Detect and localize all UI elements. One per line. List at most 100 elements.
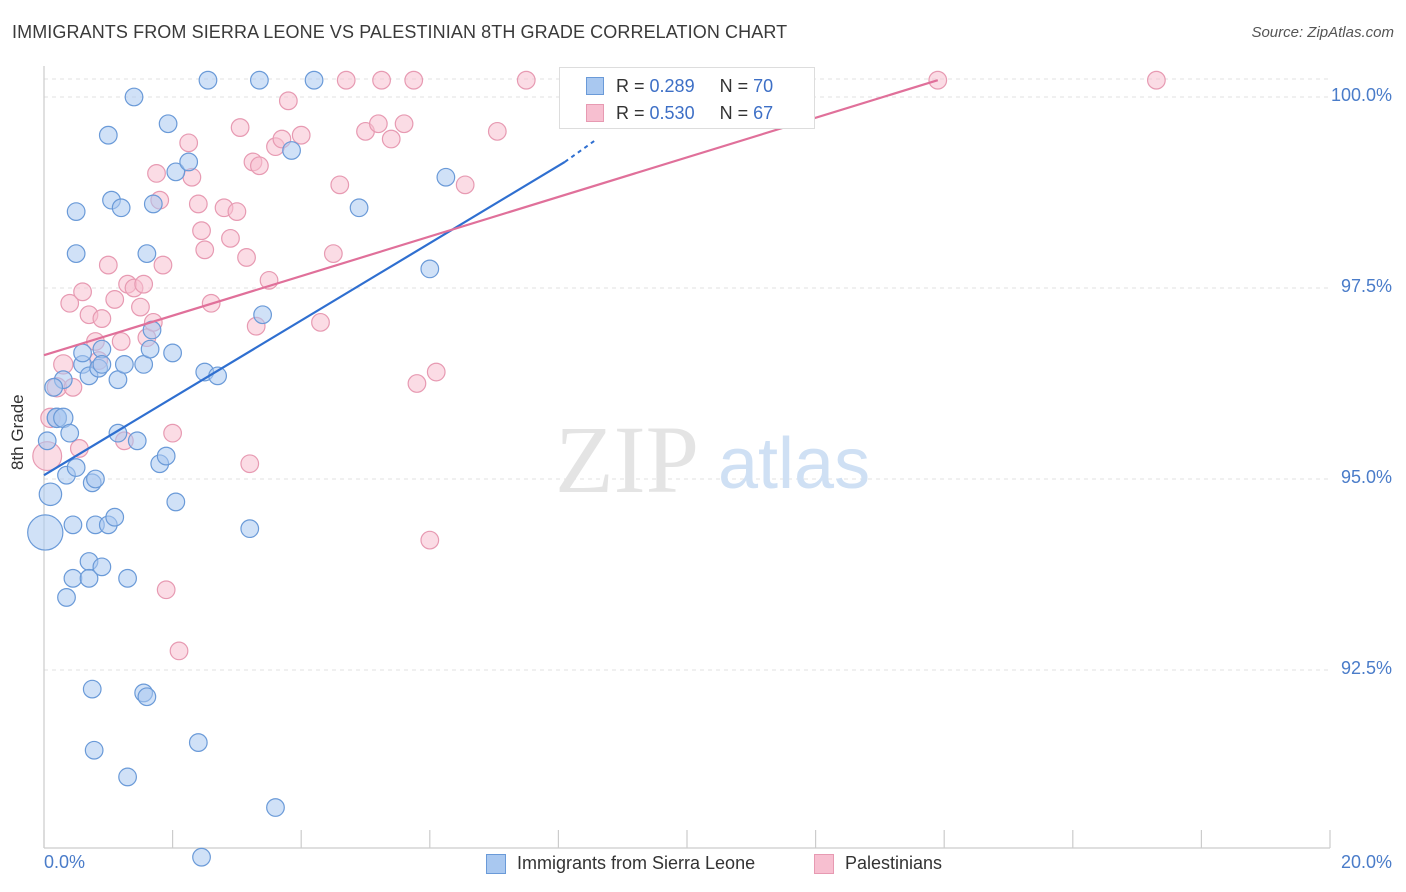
data-point-palestinians bbox=[368, 114, 388, 134]
data-point-sierra-leone bbox=[137, 687, 157, 707]
watermark-zip: ZIP bbox=[555, 406, 699, 513]
data-point-sierra-leone bbox=[282, 141, 301, 160]
data-point-palestinians bbox=[426, 362, 446, 382]
x-tick-label-max: 20.0% bbox=[1340, 852, 1392, 872]
data-point-palestinians bbox=[98, 255, 118, 275]
data-point-sierra-leone bbox=[63, 568, 83, 588]
data-point-sierra-leone bbox=[140, 339, 160, 359]
legend-label: Immigrants from Sierra Leone bbox=[517, 853, 756, 873]
data-point-palestinians bbox=[182, 167, 202, 187]
data-point-palestinians bbox=[192, 221, 211, 241]
data-point-palestinians bbox=[105, 290, 125, 309]
data-point-palestinians bbox=[1146, 70, 1166, 90]
data-point-sierra-leone bbox=[192, 847, 211, 867]
data-point-palestinians bbox=[381, 129, 401, 149]
data-point-sierra-leone bbox=[92, 355, 112, 374]
data-point-palestinians bbox=[227, 202, 247, 222]
data-point-palestinians bbox=[153, 255, 173, 275]
n-label: N = bbox=[719, 76, 749, 96]
correlation-legend: R = 0.289 N = 70 R = 0.530 N = 67 bbox=[559, 67, 815, 129]
n-label: N = bbox=[719, 103, 749, 123]
data-point-palestinians bbox=[420, 530, 440, 550]
data-point-palestinians bbox=[163, 423, 183, 443]
source-label: Source: ZipAtlas.com bbox=[1251, 24, 1394, 41]
y-tick-label: 95.0% bbox=[1340, 467, 1392, 487]
data-point-palestinians bbox=[330, 175, 350, 195]
data-point-palestinians bbox=[278, 91, 298, 111]
data-point-palestinians bbox=[372, 70, 391, 90]
legend-label: Palestinians bbox=[845, 853, 943, 873]
r-label: R = bbox=[616, 76, 645, 96]
data-point-palestinians bbox=[169, 641, 189, 661]
data-point-palestinians bbox=[516, 70, 536, 90]
data-point-sierra-leone bbox=[79, 568, 99, 588]
data-point-palestinians bbox=[230, 118, 250, 137]
legend-swatch-blue bbox=[486, 854, 506, 874]
data-point-sierra-leone bbox=[111, 198, 131, 218]
data-point-sierra-leone bbox=[250, 70, 269, 90]
data-point-palestinians bbox=[221, 228, 240, 248]
trend-line-sierra-leone bbox=[43, 160, 566, 477]
data-point-sierra-leone bbox=[166, 492, 186, 512]
n-value: 67 bbox=[753, 103, 774, 123]
data-point-palestinians bbox=[487, 121, 507, 141]
data-point-sierra-leone bbox=[436, 167, 456, 187]
data-point-palestinians bbox=[134, 274, 154, 294]
data-point-sierra-leone bbox=[86, 469, 105, 489]
y-tick-label: 97.5% bbox=[1340, 276, 1392, 296]
data-point-palestinians bbox=[131, 297, 150, 317]
series-sierra-leone bbox=[27, 70, 456, 867]
r-value: 0.530 bbox=[649, 103, 695, 123]
n-value: 70 bbox=[753, 76, 774, 96]
data-point-sierra-leone bbox=[304, 70, 324, 90]
data-point-palestinians bbox=[156, 580, 176, 600]
data-point-sierra-leone bbox=[163, 343, 183, 363]
data-point-sierra-leone bbox=[420, 259, 440, 279]
data-point-sierra-leone bbox=[66, 202, 86, 222]
data-point-sierra-leone bbox=[57, 588, 76, 607]
data-point-sierra-leone bbox=[198, 70, 218, 90]
y-axis-label: 8th Grade bbox=[8, 394, 27, 470]
data-point-sierra-leone bbox=[158, 114, 178, 134]
data-point-palestinians bbox=[240, 454, 260, 474]
data-point-palestinians bbox=[60, 293, 80, 313]
data-point-sierra-leone bbox=[114, 355, 134, 374]
trend-lines bbox=[43, 79, 939, 477]
data-point-sierra-leone bbox=[105, 507, 125, 527]
data-point-palestinians bbox=[195, 240, 215, 260]
data-point-sierra-leone bbox=[188, 733, 208, 752]
data-point-sierra-leone bbox=[156, 446, 176, 466]
data-point-sierra-leone bbox=[92, 557, 112, 577]
trend-line-extension bbox=[564, 138, 598, 163]
data-point-sierra-leone bbox=[63, 515, 83, 535]
data-point-palestinians bbox=[407, 374, 427, 393]
data-point-sierra-leone bbox=[27, 514, 64, 551]
data-point-sierra-leone bbox=[82, 679, 102, 699]
data-point-sierra-leone bbox=[240, 519, 260, 539]
data-point-sierra-leone bbox=[166, 162, 186, 182]
series-legend: Immigrants from Sierra Leone Palestinian… bbox=[0, 853, 1406, 877]
data-point-sierra-leone bbox=[253, 305, 273, 325]
data-point-sierra-leone bbox=[137, 244, 157, 264]
data-point-palestinians bbox=[250, 156, 269, 176]
data-point-palestinians bbox=[92, 309, 112, 328]
chart-title: IMMIGRANTS FROM SIERRA LEONE VS PALESTIN… bbox=[12, 22, 788, 42]
data-point-palestinians bbox=[111, 332, 131, 351]
y-tick-label: 92.5% bbox=[1340, 658, 1392, 678]
data-point-sierra-leone bbox=[143, 194, 163, 214]
legend-swatch-pink bbox=[814, 854, 834, 874]
data-point-sierra-leone bbox=[66, 244, 86, 264]
data-point-palestinians bbox=[73, 282, 92, 302]
data-point-palestinians bbox=[179, 133, 199, 153]
data-point-sierra-leone bbox=[37, 431, 57, 451]
data-point-sierra-leone bbox=[349, 198, 369, 218]
data-point-palestinians bbox=[188, 194, 208, 214]
data-point-palestinians bbox=[323, 244, 343, 264]
data-point-palestinians bbox=[311, 312, 330, 332]
data-point-sierra-leone bbox=[84, 740, 104, 760]
data-point-sierra-leone bbox=[60, 423, 80, 443]
data-point-sierra-leone bbox=[44, 377, 64, 397]
data-point-sierra-leone bbox=[73, 343, 92, 363]
data-point-sierra-leone bbox=[98, 125, 118, 145]
data-point-sierra-leone bbox=[124, 87, 144, 107]
